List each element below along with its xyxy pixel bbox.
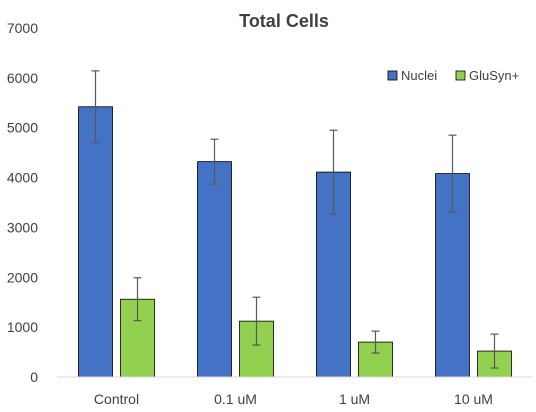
x-tick-label: Control bbox=[94, 391, 139, 407]
bar-glusyn--2 bbox=[358, 341, 393, 378]
x-tick-label: 0.1 uM bbox=[214, 391, 257, 407]
y-tick-label: 4000 bbox=[7, 170, 38, 186]
y-tick-label: 7000 bbox=[7, 20, 38, 36]
y-tick-label: 0 bbox=[30, 369, 38, 385]
legend-swatch bbox=[387, 70, 398, 81]
y-tick-label: 5000 bbox=[7, 120, 38, 136]
error-bar bbox=[448, 134, 457, 213]
x-tick-label: 10 uM bbox=[454, 391, 493, 407]
bar-nuclei-1 bbox=[197, 161, 232, 378]
error-bar bbox=[133, 277, 142, 322]
error-bar bbox=[490, 333, 499, 369]
error-bars-layer bbox=[91, 70, 499, 369]
x-axis: Control 0.1 uM 1 uM 10 uM bbox=[94, 391, 493, 407]
chart-title: Total Cells bbox=[239, 11, 329, 31]
x-tick-label: 1 uM bbox=[339, 391, 370, 407]
error-bar bbox=[210, 138, 219, 185]
legend: Nuclei GluSyn+ bbox=[387, 68, 519, 83]
error-bar bbox=[329, 129, 338, 215]
y-axis: 0 1000 2000 3000 4000 5000 6000 7000 bbox=[7, 20, 38, 385]
y-tick-label: 1000 bbox=[7, 319, 38, 335]
bar-nuclei-0 bbox=[78, 106, 113, 378]
y-tick-label: 6000 bbox=[7, 70, 38, 86]
error-bar bbox=[91, 70, 100, 144]
error-bar bbox=[371, 330, 380, 354]
error-bar bbox=[252, 296, 261, 346]
legend-swatch bbox=[455, 70, 466, 81]
legend-label: GluSyn+ bbox=[469, 68, 519, 83]
y-tick-label: 2000 bbox=[7, 269, 38, 285]
legend-label: Nuclei bbox=[401, 68, 437, 83]
y-tick-label: 3000 bbox=[7, 219, 38, 235]
bars-layer bbox=[78, 106, 512, 378]
